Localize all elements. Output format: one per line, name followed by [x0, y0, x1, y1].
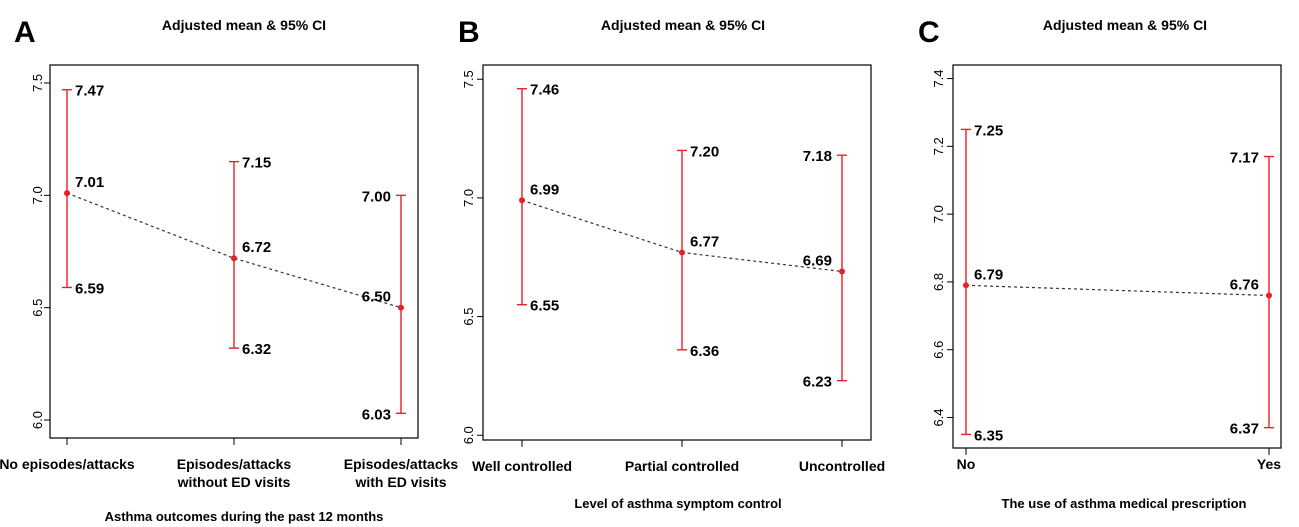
mean-trend-line	[66, 192, 402, 309]
panel-label: A	[14, 16, 36, 49]
x-tick-label: with ED visits	[354, 474, 446, 490]
y-tick-label: 7.0	[461, 189, 476, 207]
upper-ci-label: 7.15	[242, 155, 271, 172]
upper-ci-label: 7.00	[362, 188, 391, 205]
y-tick-label: 6.4	[931, 408, 946, 426]
y-tick-label: 7.0	[30, 186, 45, 204]
y-tick-label: 6.8	[931, 273, 946, 291]
mean-point	[839, 268, 845, 275]
mean-label: 6.79	[974, 266, 1003, 283]
mean-label: 6.99	[530, 181, 559, 198]
y-tick-label: 7.5	[30, 74, 45, 92]
y-tick-label: 6.5	[30, 299, 45, 317]
mean-label: 6.76	[1230, 276, 1259, 293]
mean-point	[64, 190, 70, 197]
mean-point	[231, 255, 237, 262]
lower-ci-label: 6.37	[1230, 421, 1259, 438]
y-tick-label: 7.0	[931, 205, 946, 223]
y-tick-label: 6.5	[461, 308, 476, 326]
upper-ci-label: 7.25	[974, 122, 1003, 139]
upper-ci-label: 7.18	[803, 148, 832, 165]
mean-label: 6.77	[690, 234, 719, 251]
x-tick-label: Episodes/attacks	[177, 456, 292, 472]
x-tick-label: Yes	[1257, 456, 1281, 472]
upper-ci-label: 7.20	[690, 143, 719, 160]
panel-title: Adjusted mean & 95% CI	[1043, 17, 1207, 33]
x-axis-label: Level of asthma symptom control	[574, 496, 781, 511]
x-tick-label: No	[957, 456, 976, 472]
lower-ci-label: 6.03	[362, 406, 391, 423]
panel-title: Adjusted mean & 95% CI	[601, 17, 765, 33]
y-tick-label: 6.0	[30, 411, 45, 429]
x-tick-label: Well controlled	[472, 458, 572, 474]
plot-frame	[952, 64, 1282, 449]
panel-title: Adjusted mean & 95% CI	[162, 17, 326, 33]
upper-ci-label: 7.46	[530, 82, 559, 99]
mean-point	[679, 249, 685, 256]
panel-label: C	[918, 16, 940, 49]
y-tick-label: 6.6	[931, 341, 946, 359]
lower-ci-label: 6.23	[803, 374, 832, 391]
lower-ci-label: 6.55	[530, 298, 559, 315]
panel-label: B	[458, 16, 480, 49]
lower-ci-label: 6.59	[75, 280, 104, 297]
lower-ci-label: 6.35	[974, 427, 1003, 444]
mean-point	[1266, 292, 1272, 299]
mean-point	[398, 304, 404, 311]
mean-point	[963, 282, 969, 289]
y-tick-label: 6.0	[461, 426, 476, 444]
upper-ci-label: 7.17	[1230, 150, 1259, 167]
x-tick-label: Partial controlled	[625, 458, 739, 474]
mean-label: 6.50	[362, 289, 391, 306]
x-tick-label: Episodes/attacks	[344, 456, 459, 472]
y-tick-label: 7.4	[931, 70, 946, 88]
x-axis-label: The use of asthma medical prescription	[1002, 496, 1247, 511]
plot-frame	[482, 64, 872, 441]
mean-trend-line	[965, 284, 1270, 297]
y-tick-label: 7.2	[931, 137, 946, 155]
lower-ci-label: 6.32	[242, 341, 271, 358]
y-tick-label: 7.5	[461, 70, 476, 88]
x-axis-label: Asthma outcomes during the past 12 month…	[105, 509, 384, 524]
x-tick-label: Uncontrolled	[799, 458, 885, 474]
lower-ci-label: 6.36	[690, 343, 719, 360]
mean-label: 6.69	[803, 252, 832, 269]
mean-label: 6.72	[242, 239, 271, 256]
upper-ci-label: 7.47	[75, 83, 104, 100]
mean-label: 7.01	[75, 174, 104, 191]
mean-point	[519, 197, 525, 204]
x-tick-label: No episodes/attacks	[0, 456, 135, 472]
x-tick-label: without ED visits	[177, 474, 291, 490]
